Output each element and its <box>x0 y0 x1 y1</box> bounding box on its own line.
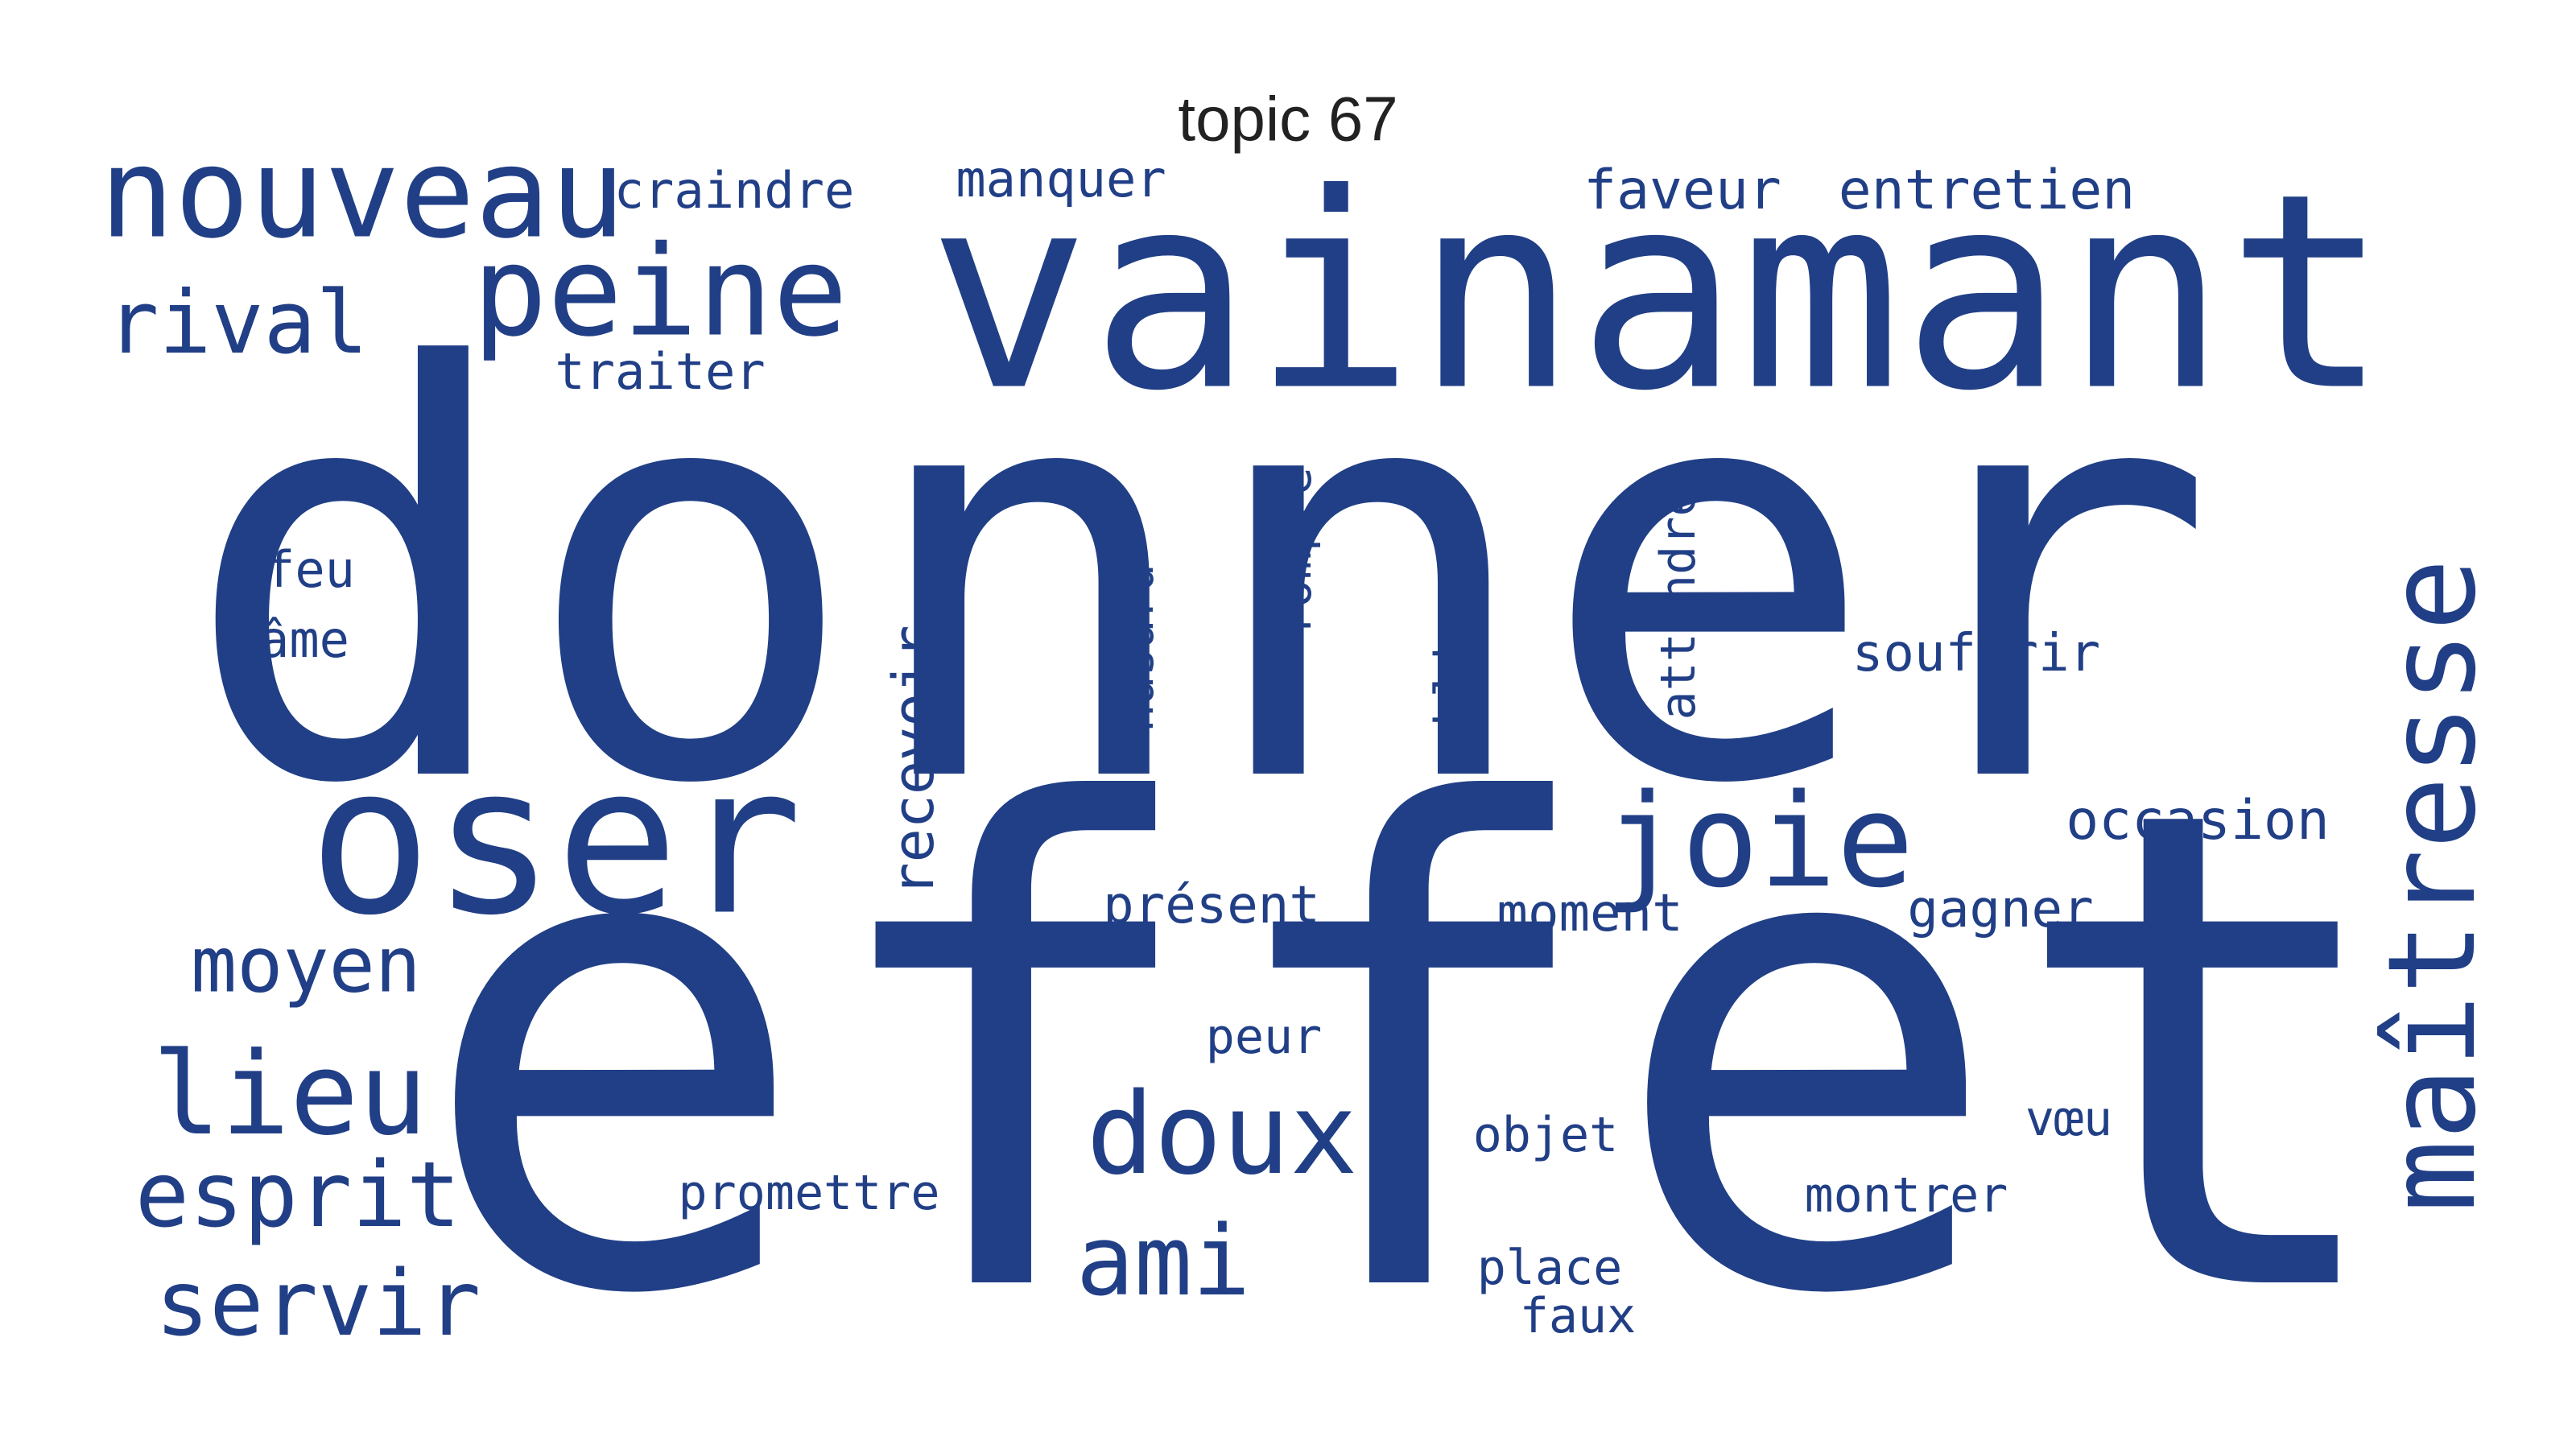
word-entretien: entretien <box>1838 159 2136 222</box>
word-vainamant: vainamant <box>927 136 2389 451</box>
word-montrer: montrer <box>1804 1167 2008 1224</box>
word-servir: servir <box>155 1252 481 1356</box>
word-esprit: esprit <box>134 1143 461 1248</box>
word-manquer: manquer <box>956 150 1166 208</box>
word-peur: peur <box>1205 1009 1323 1065</box>
word-obliger: obliger <box>1425 551 1481 756</box>
word-ame: âme <box>259 610 349 669</box>
word-souffrir: souffrir <box>1852 624 2101 683</box>
word-moyen: moyen <box>191 921 421 1010</box>
word-maitresse: maîtresse <box>2363 558 2503 1213</box>
word-voeu: vœu <box>2025 1091 2113 1147</box>
word-faveur: faveur <box>1583 159 1781 222</box>
word-recevoir: recevoir <box>881 625 947 897</box>
word-effet: effet <box>415 671 2403 1439</box>
word-rompre: rompre <box>1267 467 1322 636</box>
word-gagner: gagner <box>1907 880 2094 939</box>
word-promettre: promettre <box>678 1165 940 1221</box>
word-faux: faux <box>1519 1288 1637 1344</box>
word-doux: doux <box>1086 1069 1358 1200</box>
figure-title: topic 67 <box>1178 83 1398 155</box>
word-joie: joie <box>1604 766 1914 916</box>
word-traiter: traiter <box>555 342 766 401</box>
word-rival: rival <box>106 273 369 374</box>
word-objet: objet <box>1472 1107 1619 1163</box>
word-present: présent <box>1103 876 1320 935</box>
word-occasion: occasion <box>2066 789 2330 852</box>
word-oser: oser <box>308 721 803 961</box>
word-lieu: lieu <box>152 1028 427 1161</box>
word-donner: donner <box>181 251 2218 907</box>
word-hasard: hasard <box>1109 564 1164 733</box>
word-moment: moment <box>1496 884 1683 943</box>
word-place: place <box>1476 1240 1623 1296</box>
word-ami: ami <box>1075 1206 1251 1318</box>
word-feu: feu <box>265 540 355 599</box>
word-peine: peine <box>472 218 848 365</box>
word-attendre: attendre <box>1650 487 1707 720</box>
word-nouveau: nouveau <box>99 120 625 266</box>
word-craindre: craindre <box>613 161 855 220</box>
